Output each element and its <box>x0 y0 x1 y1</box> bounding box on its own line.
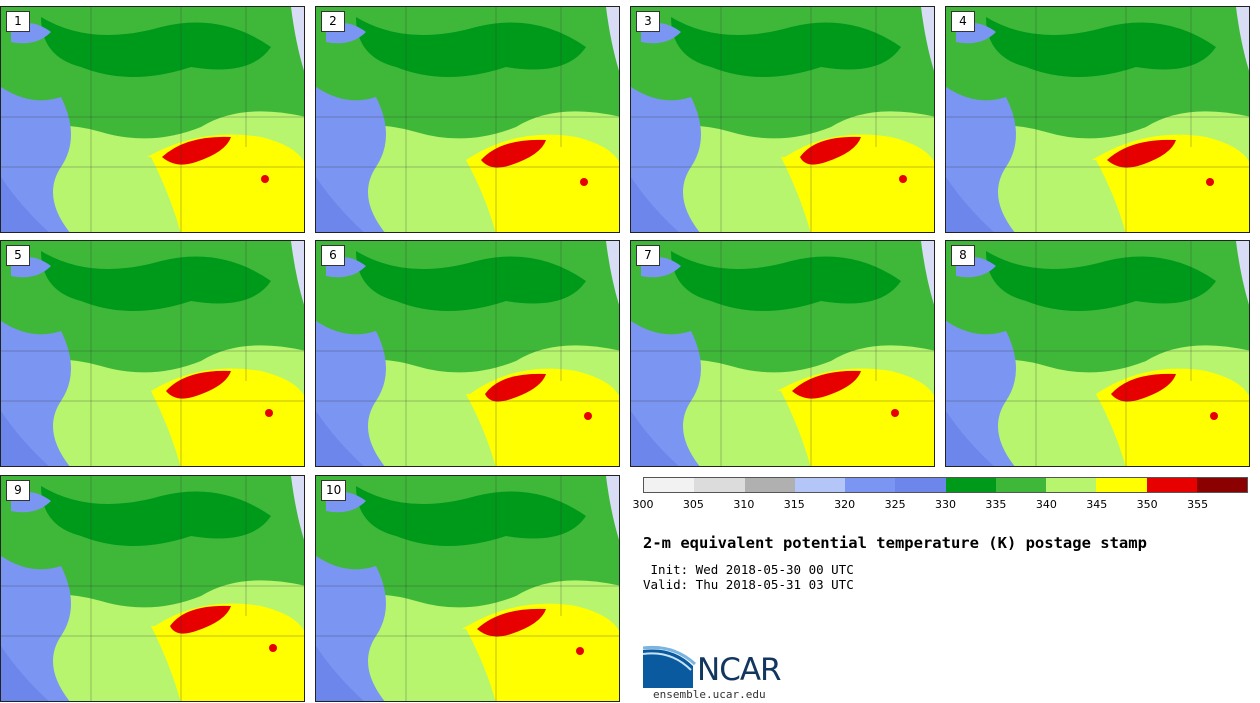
member-label: 5 <box>6 245 30 266</box>
colorbar-tick-label: 305 <box>682 498 704 511</box>
ncar-logo-icon <box>643 645 697 688</box>
stamp-member-9: 9 <box>0 475 305 702</box>
colorbar-segment <box>744 478 795 492</box>
member-label: 4 <box>951 11 975 32</box>
ensemble-map <box>946 241 1249 466</box>
stamp-member-10: 10 <box>315 475 620 702</box>
ensemble-map <box>631 7 934 232</box>
colorbar-segment <box>794 478 845 492</box>
member-label: 6 <box>321 245 345 266</box>
colorbar-segment <box>1196 478 1247 492</box>
colorbar-tick-label: 340 <box>1035 498 1057 511</box>
colorbar-tick-label: 300 <box>632 498 654 511</box>
colorbar-tick-label: 330 <box>935 498 956 511</box>
colorbar-tick-label: 355 <box>1187 498 1209 511</box>
ensemble-map <box>1 7 304 232</box>
valid-time: Valid: Thu 2018-05-31 03 UTC <box>643 577 854 592</box>
colorbar-segment <box>644 478 695 492</box>
colorbar-tick-label: 315 <box>783 498 805 511</box>
stamp-member-4: 4 <box>945 6 1250 233</box>
ensemble-map <box>946 7 1249 232</box>
colorbar-segment <box>1046 478 1097 492</box>
run-info: Init: Wed 2018-05-30 00 UTC Valid: Thu 2… <box>643 562 854 592</box>
logo-url: ensemble.ucar.edu <box>653 688 766 701</box>
ensemble-map <box>316 476 619 701</box>
ensemble-map <box>316 7 619 232</box>
stamp-member-8: 8 <box>945 240 1250 467</box>
colorbar-segment <box>945 478 996 492</box>
ensemble-map <box>1 476 304 701</box>
colorbar-tick-label: 325 <box>884 498 906 511</box>
ensemble-map <box>316 241 619 466</box>
member-label: 7 <box>636 245 660 266</box>
colorbar <box>643 477 1248 493</box>
logo-wordmark: NCAR <box>697 652 782 688</box>
colorbar-ticks: 300 305 310 315 320 325 330 335 340 345 350 355 <box>633 498 1248 514</box>
colorbar-segment <box>1096 478 1147 492</box>
member-label: 3 <box>636 11 660 32</box>
stamp-member-7: 7 <box>630 240 935 467</box>
colorbar-segment <box>845 478 896 492</box>
member-label: 2 <box>321 11 345 32</box>
member-label: 1 <box>6 11 30 32</box>
stamp-member-6: 6 <box>315 240 620 467</box>
member-label: 9 <box>6 480 30 501</box>
stamp-member-1: 1 <box>0 6 305 233</box>
colorbar-tick-label: 350 <box>1136 498 1158 511</box>
colorbar-tick-label: 310 <box>733 498 755 511</box>
colorbar-segment <box>1146 478 1197 492</box>
member-label: 8 <box>951 245 975 266</box>
member-label: 10 <box>321 480 347 501</box>
ensemble-map <box>1 241 304 466</box>
colorbar-tick-label: 335 <box>985 498 1007 511</box>
colorbar-segment <box>995 478 1046 492</box>
stamp-member-3: 3 <box>630 6 935 233</box>
ensemble-map <box>631 241 934 466</box>
plot-title: 2-m equivalent potential temperature (K)… <box>643 534 1147 552</box>
colorbar-segment <box>895 478 946 492</box>
stamp-member-2: 2 <box>315 6 620 233</box>
stamp-member-5: 5 <box>0 240 305 467</box>
colorbar-tick-label: 345 <box>1086 498 1108 511</box>
colorbar-segment <box>694 478 745 492</box>
colorbar-tick-label: 320 <box>834 498 856 511</box>
init-time: Init: Wed 2018-05-30 00 UTC <box>643 562 854 577</box>
